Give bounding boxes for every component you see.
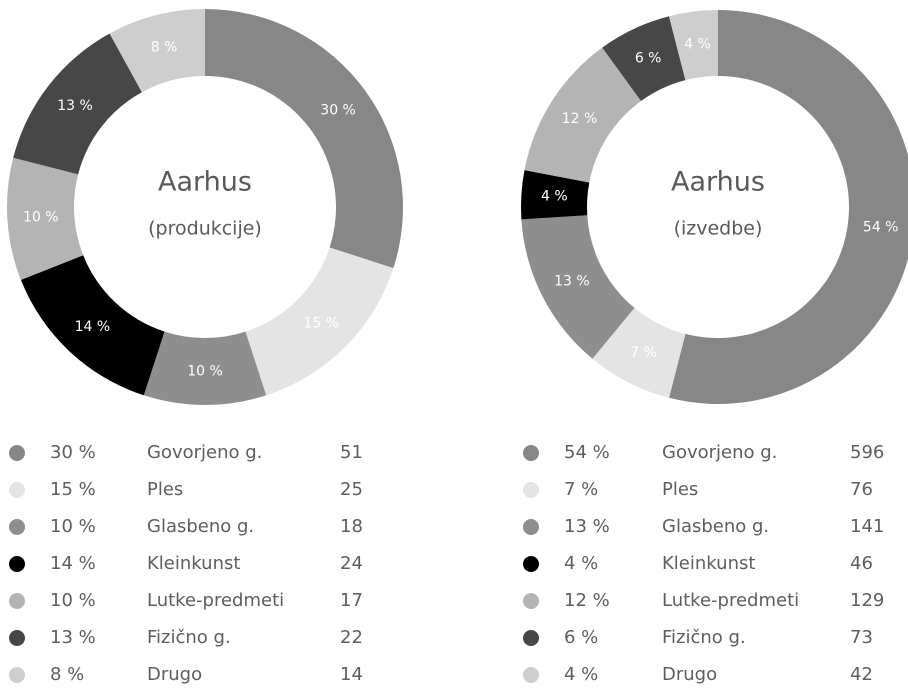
legend-count: 76 [850, 479, 873, 500]
legend-percent: 15 % [50, 479, 96, 500]
legend-count: 141 [850, 516, 884, 537]
legend-category: Drugo [147, 664, 202, 685]
legend-swatch [9, 519, 25, 535]
donut-slice [521, 215, 635, 359]
legend-percent: 30 % [50, 442, 96, 463]
legend-swatch [9, 593, 25, 609]
donut-slice [669, 10, 718, 81]
legend-count: 17 [340, 590, 363, 611]
legend-percent: 13 % [50, 627, 96, 648]
center-title: Aarhus [158, 167, 252, 198]
legend-swatch [523, 556, 539, 572]
legend-category: Lutke-predmeti [662, 590, 799, 611]
legend-swatch [9, 667, 25, 683]
legend-percent: 4 % [564, 664, 598, 685]
legend-category: Lutke-predmeti [147, 590, 284, 611]
legend-swatch [9, 445, 25, 461]
slice-label: 15 % [304, 315, 340, 331]
legend-percent: 7 % [564, 479, 598, 500]
legend-percent: 10 % [50, 516, 96, 537]
donut-slice [143, 331, 267, 406]
legend-count: 24 [340, 553, 363, 574]
donut-slice [6, 157, 84, 280]
slice-label: 4 % [541, 189, 568, 205]
slice-label: 10 % [23, 209, 59, 225]
donut-slice [13, 33, 142, 175]
legend-category: Drugo [662, 664, 717, 685]
donut-slice [524, 47, 642, 183]
legend-swatch [523, 630, 539, 646]
slice-label: 12 % [562, 111, 598, 127]
donut-slice [20, 255, 165, 396]
legend-percent: 14 % [50, 553, 96, 574]
legend-swatch [523, 593, 539, 609]
slice-label: 6 % [635, 51, 662, 67]
slice-label: 14 % [75, 319, 111, 335]
legend-percent: 12 % [564, 590, 610, 611]
legend-percent: 54 % [564, 442, 610, 463]
donut-slice [205, 9, 404, 269]
legend-category: Glasbeno g. [147, 516, 254, 537]
legend-swatch [9, 482, 25, 498]
legend-count: 22 [340, 627, 363, 648]
slice-label: 10 % [187, 364, 223, 380]
legend-category: Fizično g. [147, 627, 231, 648]
donut-slice [592, 307, 686, 398]
legend-percent: 4 % [564, 553, 598, 574]
legend-count: 18 [340, 516, 363, 537]
legend-swatch [523, 667, 539, 683]
legend-count: 51 [340, 442, 363, 463]
center-subtitle: (izvedbe) [674, 218, 763, 240]
legend-percent: 6 % [564, 627, 598, 648]
legend-category: Fizično g. [662, 627, 746, 648]
legend-category: Govorjeno g. [147, 442, 262, 463]
legend-count: 14 [340, 664, 363, 685]
legend-percent: 10 % [50, 590, 96, 611]
legend-swatch [9, 630, 25, 646]
legend-swatch [523, 445, 539, 461]
legend-count: 129 [850, 590, 884, 611]
slice-label: 13 % [57, 98, 93, 114]
donut-slice [602, 16, 686, 102]
center-subtitle: (produkcije) [148, 218, 262, 240]
legend-category: Glasbeno g. [662, 516, 769, 537]
legend-percent: 8 % [50, 664, 84, 685]
slice-label: 8 % [151, 40, 178, 56]
donut-slice [520, 170, 590, 220]
slice-label: 4 % [684, 36, 711, 52]
legend-count: 25 [340, 479, 363, 500]
legend-count: 46 [850, 553, 873, 574]
legend-swatch [523, 482, 539, 498]
slice-label: 30 % [320, 102, 356, 118]
donut-slice [669, 10, 908, 404]
legend-swatch [523, 519, 539, 535]
legend-category: Kleinkunst [662, 553, 755, 574]
legend-swatch [9, 556, 25, 572]
legend-count: 73 [850, 627, 873, 648]
legend-count: 596 [850, 442, 884, 463]
donut-slice [245, 247, 394, 396]
donut-slice [109, 8, 205, 93]
slice-label: 54 % [863, 220, 899, 236]
legend-category: Kleinkunst [147, 553, 240, 574]
slice-label: 13 % [554, 273, 590, 289]
legend-percent: 13 % [564, 516, 610, 537]
legend-category: Govorjeno g. [662, 442, 777, 463]
center-title: Aarhus [671, 167, 765, 198]
legend-count: 42 [850, 664, 873, 685]
slice-label: 7 % [630, 345, 657, 361]
legend-category: Ples [147, 479, 183, 500]
legend-category: Ples [662, 479, 698, 500]
